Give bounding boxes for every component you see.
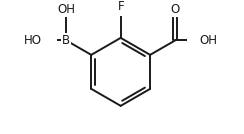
Text: O: O [170, 3, 180, 16]
Text: B: B [62, 34, 71, 47]
Text: OH: OH [57, 3, 75, 16]
Text: HO: HO [24, 34, 42, 47]
Text: F: F [117, 0, 124, 13]
Text: OH: OH [200, 34, 217, 47]
